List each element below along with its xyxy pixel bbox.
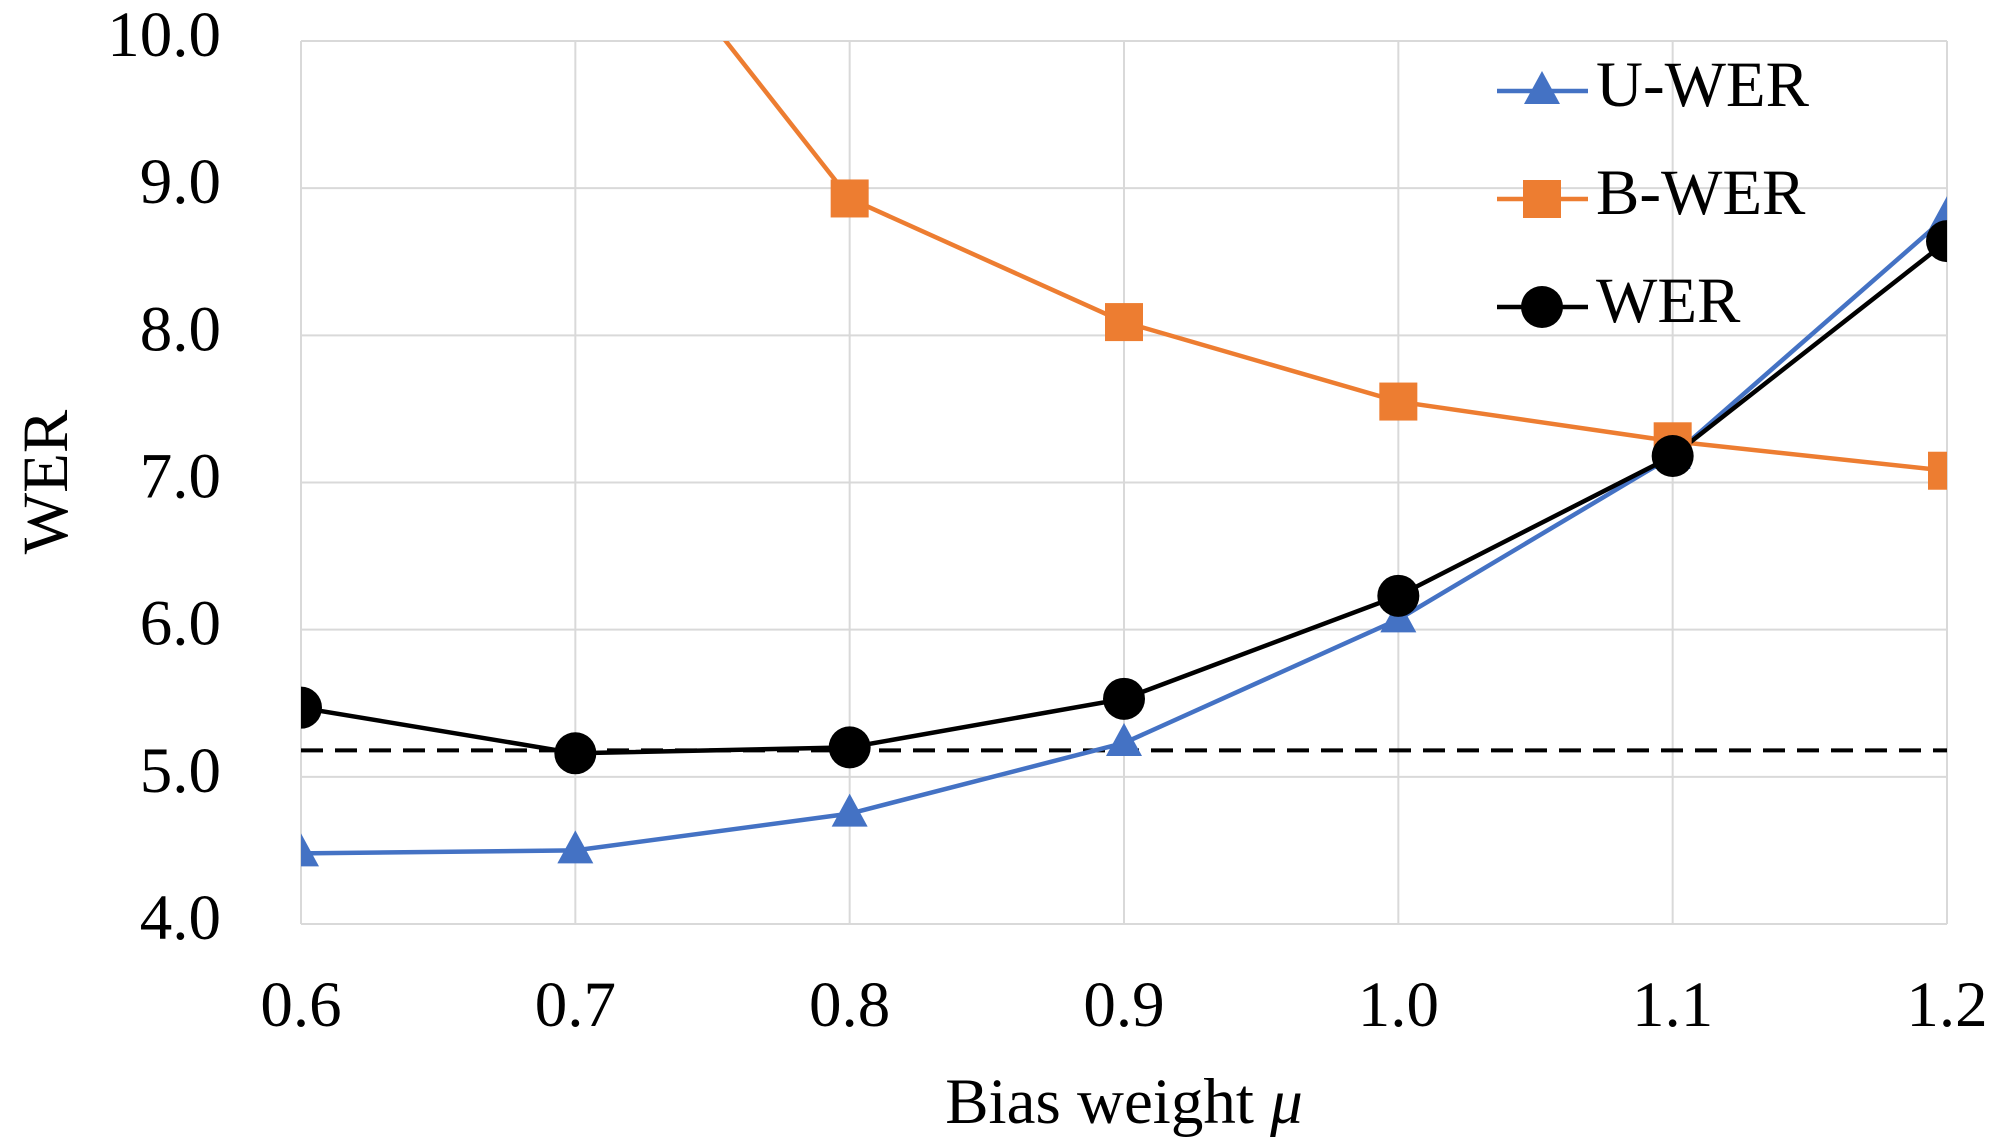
- x-tick-label: 1.1: [1632, 969, 1713, 1041]
- x-tick-label: 0.6: [260, 969, 341, 1041]
- x-tick-label: 1.2: [1906, 969, 1987, 1041]
- x-tick-label: 0.9: [1083, 969, 1164, 1041]
- marker: [1379, 382, 1418, 421]
- marker: [831, 793, 868, 827]
- x-tick-label: 0.8: [809, 969, 890, 1041]
- y-tick-label: 7.0: [140, 440, 221, 512]
- legend-label: B-WER: [1596, 157, 1806, 229]
- marker: [1651, 435, 1694, 478]
- y-tick-label: 10.0: [107, 0, 221, 71]
- marker: [1928, 451, 1947, 490]
- marker: [301, 686, 322, 729]
- marker: [1106, 722, 1142, 756]
- y-tick-label: 9.0: [140, 146, 221, 218]
- x-axis-label-text: Bias weight: [945, 1066, 1254, 1138]
- marker: [1103, 677, 1145, 720]
- marker: [830, 179, 869, 218]
- x-axis-label: Bias weight μ: [945, 1066, 1303, 1138]
- legend-label: WER: [1596, 265, 1741, 337]
- x-tick-label: 0.7: [535, 969, 616, 1041]
- legend-marker: [1521, 286, 1563, 328]
- marker: [554, 732, 597, 775]
- y-tick-label: 5.0: [140, 735, 221, 807]
- series-line: [722, 41, 1947, 473]
- y-tick-label: 6.0: [140, 588, 221, 660]
- plot-area: [301, 41, 1947, 867]
- x-tick-label: 1.0: [1358, 969, 1439, 1041]
- marker: [557, 830, 594, 864]
- marker: [1105, 303, 1143, 342]
- y-tick-label: 8.0: [140, 293, 221, 365]
- marker: [301, 833, 319, 867]
- marker: [828, 726, 871, 769]
- marker: [1377, 574, 1420, 617]
- legend-marker: [1523, 180, 1561, 218]
- x-axis-label-symbol: μ: [1269, 1066, 1303, 1138]
- y-tick-label: 4.0: [140, 882, 221, 954]
- legend-marker: [1524, 71, 1560, 104]
- y-axis-label: WER: [10, 409, 82, 554]
- legend-label: U-WER: [1596, 49, 1810, 121]
- marker: [1926, 220, 1947, 263]
